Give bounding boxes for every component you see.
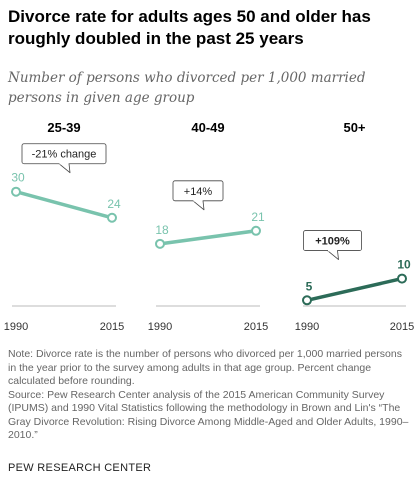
x-tick-label: 1990: [4, 321, 28, 333]
data-label: 18: [155, 223, 169, 237]
data-point: [397, 273, 407, 284]
annotation-pointer: [58, 163, 71, 174]
annotation-pointer: [327, 250, 339, 260]
data-label: 24: [107, 197, 121, 211]
panel-label: 25-39: [47, 120, 80, 135]
source-text: Source: Pew Research Center analysis of …: [8, 388, 409, 442]
note-text: Note: Divorce rate is the number of pers…: [8, 348, 402, 387]
series-line: [306, 276, 403, 302]
series-line: [15, 190, 113, 220]
notes: Note: Divorce rate is the number of pers…: [8, 348, 412, 443]
data-point: [11, 186, 21, 197]
data-point: [155, 238, 165, 249]
annotation-text: +14%: [184, 186, 213, 198]
data-label: 30: [11, 171, 25, 185]
data-label: 10: [397, 258, 411, 272]
data-label: 5: [306, 279, 313, 293]
panel-label: 40-49: [191, 120, 224, 135]
chart-area: 25-39 -21% change 30 24 1990 2015 40-49 +14% 18 2…: [4, 120, 414, 333]
series-line: [159, 229, 257, 246]
x-tick-label: 2015: [390, 321, 414, 333]
data-point: [107, 212, 117, 223]
x-tick-label: 1990: [148, 321, 172, 333]
annotation-pointer: [192, 200, 205, 211]
footer-logo-text: PEW RESEARCH CENTER: [8, 462, 152, 474]
x-tick-label: 2015: [100, 321, 124, 333]
chart-title: Divorce rate for adults ages 50 and olde…: [8, 7, 371, 48]
data-label: 21: [251, 210, 265, 224]
x-tick-label: 1990: [295, 321, 319, 333]
data-point: [302, 295, 312, 306]
chart-subtitle: Number of persons who divorced per 1,000…: [8, 70, 366, 106]
data-point: [251, 225, 261, 236]
panel-label: 50+: [343, 120, 365, 135]
annotation-text: +109%: [315, 236, 350, 248]
annotation-text: -21% change: [32, 149, 97, 161]
x-tick-label: 2015: [244, 321, 268, 333]
